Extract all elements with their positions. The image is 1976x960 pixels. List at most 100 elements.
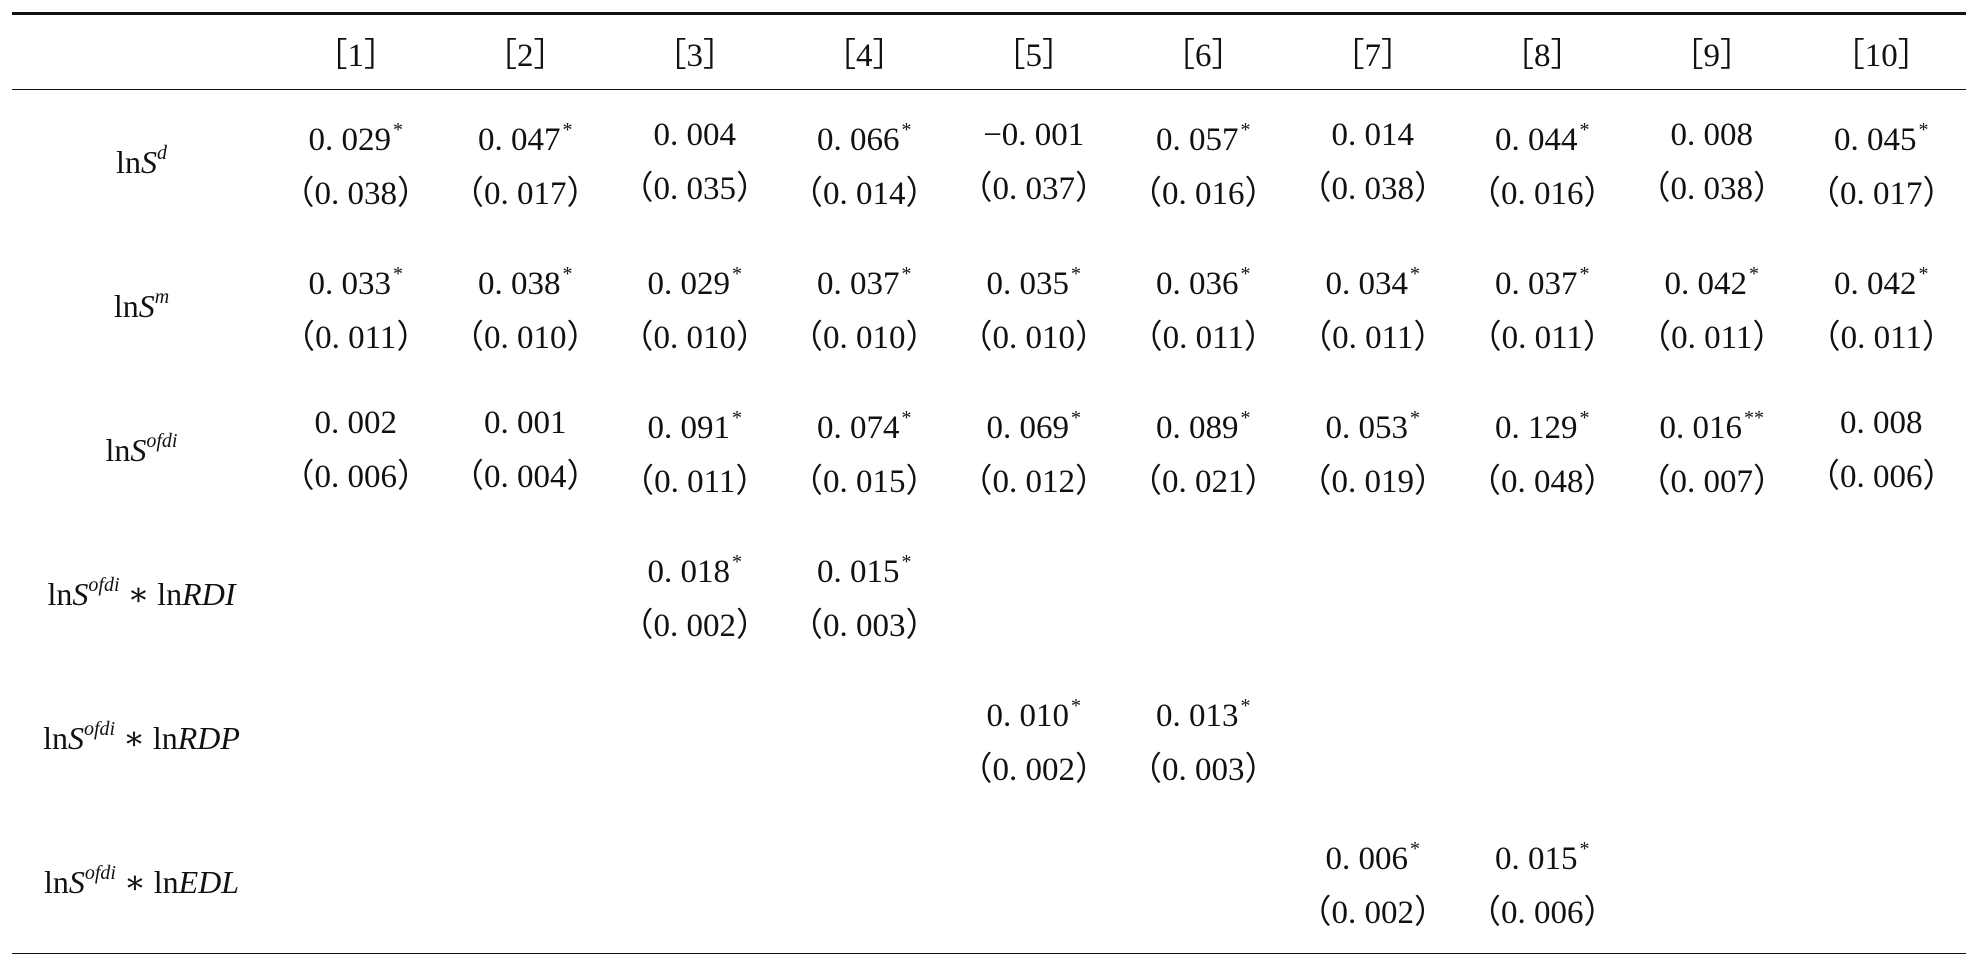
table-cell — [441, 522, 611, 666]
table-cell: 0. 015 * （0. 003） — [780, 522, 950, 666]
significance: * — [1071, 694, 1081, 717]
standard-error: （0. 038） — [281, 175, 431, 212]
significance: * — [1410, 262, 1420, 285]
table-cell — [1288, 522, 1458, 666]
table-cell: 0. 044 * （0. 016） — [1458, 90, 1628, 234]
standard-error: （0. 037） — [959, 170, 1109, 207]
table-cell: 0. 042 * （0. 011） — [1627, 234, 1797, 378]
coefficient: 0. 008 — [1670, 116, 1754, 153]
table-cell: 0. 037 * （0. 010） — [780, 234, 950, 378]
table-cell: 0. 089 * （0. 021） — [1119, 378, 1289, 522]
coef-line: −0. 001 — [949, 108, 1119, 162]
standard-error: （0. 011） — [621, 463, 769, 500]
table-cell — [271, 666, 441, 810]
row-label: lnSofdi — [12, 378, 271, 522]
table-cell — [1458, 522, 1628, 666]
label-part: ln — [47, 576, 73, 612]
standard-error: （0. 012） — [959, 463, 1109, 500]
table-cell: 0. 069 * （0. 012） — [949, 378, 1119, 522]
label-part: S — [140, 144, 157, 181]
coef-line: 0. 037 * — [780, 247, 950, 311]
table-cell — [271, 810, 441, 954]
coefficient: 0. 006 — [1325, 841, 1409, 878]
table-cell: 0. 091 * （0. 011） — [610, 378, 780, 522]
coef-line: 0. 037 * — [1458, 247, 1628, 311]
significance: * — [1410, 406, 1420, 429]
table-cell: 0. 008 （0. 006） — [1797, 378, 1967, 522]
table-row: lnSofdi ∗ lnEDL 0. 006 * （0. 002） 0. 015 * （0.… — [12, 810, 1966, 954]
row-label: lnSofdi ∗ lnEDL — [12, 810, 271, 954]
significance: * — [1579, 838, 1590, 861]
table-body: lnSd 0. 029 * （0. 038） 0. 047 * （0. 017） 0. 004… — [12, 90, 1966, 954]
table-cell: 0. 042 * （0. 011） — [1797, 234, 1967, 378]
coefficient: 0. 035 — [986, 265, 1070, 302]
standard-error: （0. 002） — [620, 607, 770, 644]
label-part: ofdi — [88, 574, 120, 596]
coefficient: 0. 057 — [1156, 121, 1239, 158]
coefficient: 0. 129 — [1495, 409, 1578, 446]
standard-error: （0. 003） — [1129, 751, 1278, 788]
coef-line: 0. 069 * — [949, 391, 1119, 455]
standard-error: （0. 007） — [1637, 463, 1787, 500]
table-cell — [1119, 810, 1289, 954]
table-cell: 0. 016 ** （0. 007） — [1627, 378, 1797, 522]
coef-line: 0. 042 * — [1627, 247, 1797, 311]
label-part: S — [68, 863, 85, 900]
coef-line: 0. 010 * — [949, 679, 1119, 743]
coefficient: 0. 033 — [308, 265, 392, 302]
table-cell — [949, 522, 1119, 666]
coef-line: 0. 006 * — [1288, 822, 1458, 886]
standard-error: （0. 011） — [1638, 319, 1786, 356]
standard-error: （0. 002） — [1298, 895, 1448, 932]
standard-error: （0. 016） — [1468, 175, 1617, 212]
coef-line: 0. 045 * — [1797, 103, 1967, 167]
coef-line: 0. 016 ** — [1627, 391, 1797, 455]
coefficient: 0. 014 — [1331, 116, 1415, 153]
coefficient: 0. 053 — [1325, 409, 1409, 446]
label-part: ofdi — [84, 861, 116, 884]
coefficient: 0. 045 — [1834, 121, 1917, 158]
standard-error: （0. 035） — [620, 170, 770, 207]
significance: * — [1918, 262, 1929, 285]
standard-error: （0. 010） — [620, 319, 770, 356]
coefficient: 0. 044 — [1495, 121, 1578, 158]
table-cell: 0. 034 * （0. 011） — [1288, 234, 1458, 378]
label-part: ofdi — [146, 430, 178, 452]
table-cell: 0. 057 * （0. 016） — [1119, 90, 1289, 234]
coefficient: 0. 069 — [986, 409, 1070, 446]
standard-error: （0. 002） — [959, 751, 1109, 788]
coefficient: 0. 016 — [1659, 409, 1743, 446]
coef-line: 0. 066 * — [780, 103, 950, 167]
table-cell: 0. 045 * （0. 017） — [1797, 90, 1967, 234]
table-header: ［1］ ［2］ ［3］ ［4］ ［5］ ［6］ ［7］ ［8］ ［9］ ［10］ — [12, 13, 1966, 90]
table-cell: 0. 004 （0. 035） — [610, 90, 780, 234]
significance: * — [732, 262, 742, 285]
standard-error: （0. 010） — [451, 319, 600, 356]
column-header: ［10］ — [1831, 38, 1931, 74]
coef-line: 0. 036 * — [1119, 247, 1289, 311]
label-part: ln — [43, 863, 69, 900]
label-part: ln — [105, 432, 131, 468]
coef-line: 0. 057 * — [1119, 103, 1289, 167]
table-cell: 0. 008 （0. 038） — [1627, 90, 1797, 234]
table-cell: 0. 053 * （0. 019） — [1288, 378, 1458, 522]
standard-error: （0. 019） — [1298, 463, 1448, 500]
coefficient: 0. 029 — [647, 265, 731, 302]
table-cell — [441, 810, 611, 954]
coefficient: 0. 013 — [1156, 697, 1239, 734]
label-part: EDL — [178, 863, 240, 900]
standard-error: （0. 006） — [281, 458, 431, 495]
row-label: lnSm — [12, 234, 271, 378]
table-cell — [441, 666, 611, 810]
table-cell: 0. 015 * （0. 006） — [1458, 810, 1628, 954]
header-row: ［1］ ［2］ ［3］ ［4］ ［5］ ［6］ ［7］ ［8］ ［9］ ［10］ — [12, 13, 1966, 90]
standard-error: （0. 038） — [1637, 170, 1787, 207]
coef-line: 0. 004 — [610, 108, 780, 162]
coef-line: 0. 129 * — [1458, 391, 1628, 455]
table-cell — [1458, 666, 1628, 810]
standard-error: （0. 011） — [1299, 319, 1447, 356]
table-row: lnSofdi 0. 002 （0. 006） 0. 001 （0. 004） 0. 09… — [12, 378, 1966, 522]
coef-line: 0. 014 — [1288, 108, 1458, 162]
table-cell: 0. 035 * （0. 010） — [949, 234, 1119, 378]
